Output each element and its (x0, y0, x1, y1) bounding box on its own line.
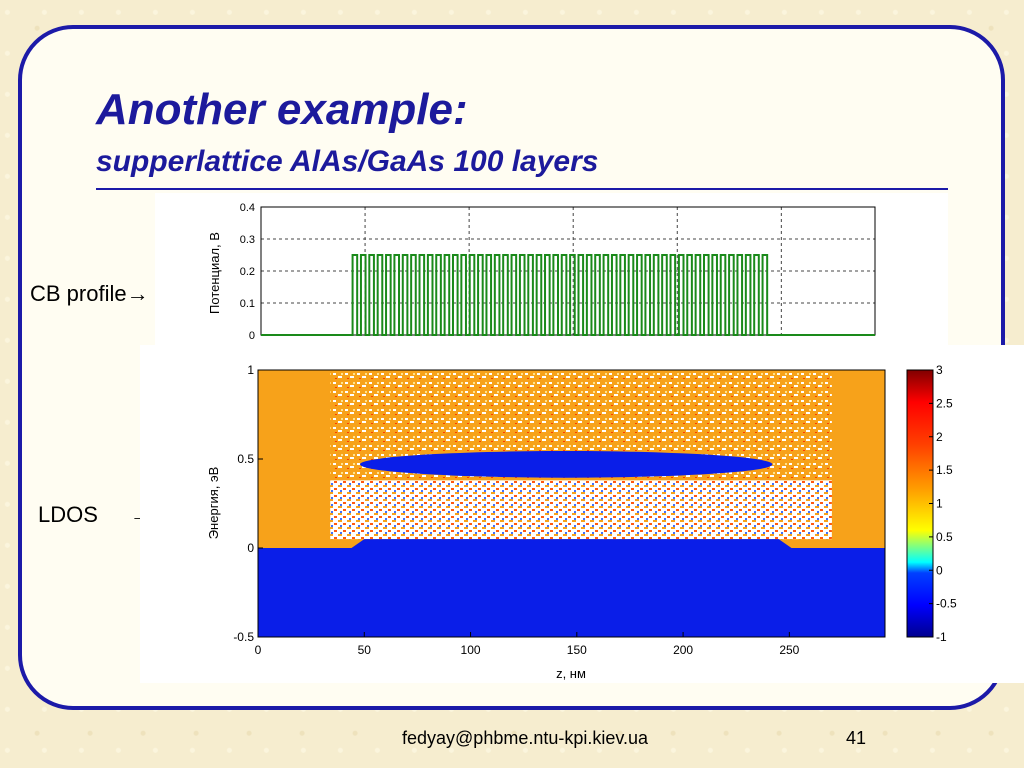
colorbar-tick-label: 0 (936, 563, 943, 577)
ldos-x-axis-label: z, нм (556, 666, 586, 681)
ldos-x-ticks: 0 50 100 150 200 250 (255, 632, 800, 657)
ldos-label: LDOS→ (38, 502, 152, 528)
potential-series-line (261, 254, 875, 336)
ldos-x-tick-label: 150 (567, 643, 587, 657)
slide-title: Another example: (96, 85, 468, 134)
potential-y-tick-label: 0.4 (240, 202, 255, 214)
colorbar-tick-label: -1 (936, 630, 947, 644)
colorbar-tick-label: 2 (936, 430, 943, 444)
ldos-chart: 0 50 100 150 200 250 -0.500.51 z, нм Энергия,… (206, 363, 957, 681)
ldos-y-tick-label: -0.5 (233, 630, 254, 644)
potential-y-ticks: 0 0.1 0.2 0.3 0.4 (240, 202, 255, 342)
potential-grid (261, 207, 875, 335)
cb-profile-label: CB profile→ (30, 281, 149, 306)
cb-profile-plot-background (155, 193, 948, 345)
ldos-y-axis-label: Энергия, эВ (206, 467, 221, 540)
potential-y-tick-label: 0.1 (240, 298, 255, 310)
colorbar-tick-label: 3 (936, 363, 943, 377)
slide-subtitle: supperlattice AlAs/GaAs 100 layers (96, 145, 599, 178)
colorbar-ticks: -1 -0.5 0 0.5 1 1.5 2 2.5 3 (929, 363, 957, 644)
ldos-y-tick-label: 0 (247, 541, 254, 555)
ldos-x-tick-label: 0 (255, 643, 262, 657)
ldos-x-tick-label: 250 (779, 643, 799, 657)
colorbar (906, 369, 934, 638)
ldos-heatmap (258, 370, 885, 637)
page-number: 41 (846, 728, 867, 748)
title-underline (96, 188, 948, 190)
ldos-x-tick-label: 50 (358, 643, 372, 657)
ldos-region-minigap (360, 450, 773, 478)
colorbar-tick-label: 1 (936, 497, 943, 511)
potential-y-tick-label: 0.2 (240, 266, 255, 278)
ldos-y-tick-label: 1 (247, 363, 254, 377)
ldos-axes-box (257, 369, 886, 638)
colorbar-tick-label: -0.5 (936, 597, 957, 611)
ldos-x-tick-label: 100 (461, 643, 481, 657)
cb-profile-chart: 0 0.1 0.2 0.3 0.4 Потенциал, В (207, 202, 876, 342)
potential-y-tick-label: 0 (249, 330, 255, 342)
ldos-region-below-band (258, 539, 885, 637)
potential-y-tick-label: 0.3 (240, 234, 255, 246)
ldos-x-tick-label: 200 (673, 643, 693, 657)
colorbar-tick-label: 2.5 (936, 396, 953, 410)
footer-email: fedyay@phbme.ntu-kpi.kiev.ua (402, 728, 649, 748)
ldos-y-tick-label: 0.5 (237, 452, 254, 466)
ldos-y-ticks: -0.5 0 0.5 1 (233, 363, 263, 644)
ldos-region-interference (330, 480, 832, 540)
potential-y-axis-label: Потенциал, В (207, 232, 222, 314)
right-arrow-icon: → (126, 281, 149, 306)
colorbar-tick-label: 1.5 (936, 463, 953, 477)
colorbar-tick-label: 0.5 (936, 530, 953, 544)
